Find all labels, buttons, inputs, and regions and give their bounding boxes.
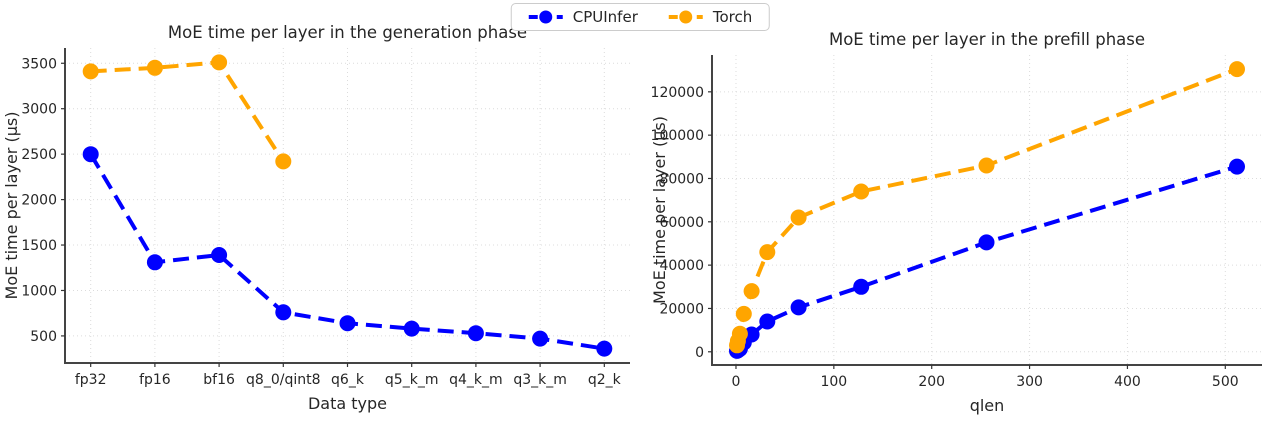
- y-tick-label: 60000: [659, 215, 704, 231]
- data-point-torch: [146, 59, 163, 76]
- data-point-torch: [978, 157, 995, 174]
- data-point-cpuinfer: [1229, 158, 1245, 175]
- y-tick-label: 2500: [21, 147, 57, 163]
- x-tick-label: q8_0/qint8: [246, 372, 320, 388]
- data-point-cpuinfer: [759, 313, 776, 330]
- y-tick-label: 100000: [651, 128, 704, 144]
- y-tick-label: 2000: [21, 193, 57, 209]
- data-point-cpuinfer: [211, 247, 228, 263]
- x-axis-label: qlen: [970, 396, 1005, 415]
- y-tick-label: 500: [30, 329, 57, 345]
- legend-label-torch: Torch: [712, 8, 753, 26]
- legend-item-torch: Torch: [668, 8, 752, 26]
- x-tick-label: 200: [918, 374, 945, 390]
- x-tick-label: 300: [1016, 374, 1043, 390]
- data-point-torch: [735, 305, 752, 322]
- chart-title: MoE time per layer in the prefill phase: [829, 30, 1145, 49]
- x-tick-label: q5_k_m: [385, 372, 439, 388]
- chart-title: MoE time per layer in the generation pha…: [168, 23, 527, 42]
- data-point-cpuinfer: [978, 234, 995, 251]
- data-point-cpuinfer: [790, 299, 807, 316]
- data-point-cpuinfer: [532, 330, 549, 347]
- data-point-cpuinfer: [82, 146, 99, 163]
- x-tick-label: q3_k_m: [513, 372, 567, 388]
- x-tick-label: fp16: [139, 372, 171, 388]
- x-tick-label: bf16: [203, 372, 235, 388]
- data-point-torch: [731, 325, 748, 342]
- data-point-torch: [743, 283, 760, 300]
- data-point-torch: [853, 183, 870, 200]
- prefill-phase-chart: 0 100 200 300 400 500 0 20000 40000 60000 80000 100…: [650, 30, 1262, 415]
- generation-phase-chart: fp32 fp16 bf16 q8_0/qint8 q6_k q5_k_m q4_k_m q3…: [2, 23, 630, 413]
- y-tick-label: 3500: [21, 56, 57, 72]
- x-tick-label: q4_k_m: [449, 372, 503, 388]
- data-point-torch: [82, 63, 99, 80]
- y-tick-label: 1500: [21, 238, 57, 254]
- x-tick-label: 500: [1212, 374, 1239, 390]
- x-tick-label: q2_k: [588, 372, 622, 388]
- data-point-cpuinfer: [275, 304, 292, 321]
- series-line-torch: [90, 60, 285, 163]
- y-tick-label: 40000: [659, 258, 704, 274]
- data-point-torch: [759, 244, 776, 261]
- data-point-cpuinfer: [853, 278, 870, 295]
- y-tick-label: 3000: [21, 102, 57, 118]
- data-point-torch: [1229, 61, 1245, 78]
- data-point-torch: [790, 209, 807, 226]
- y-axis-label: MoE time per layer (µs): [2, 112, 21, 300]
- legend-label-cpuinfer: CPUInfer: [572, 8, 638, 26]
- y-axis-label: MoE time per layer (µs): [650, 116, 669, 304]
- y-tick-label: 120000: [651, 85, 704, 101]
- torch-line-marker-icon: [668, 10, 703, 24]
- y-tick-label: 20000: [659, 301, 704, 317]
- x-axis-label: Data type: [308, 394, 387, 413]
- legend-item-cpuinfer: CPUInfer: [528, 8, 638, 26]
- y-tick-label: 1000: [21, 283, 57, 299]
- y-tick-label: 80000: [659, 171, 704, 187]
- data-point-cpuinfer: [339, 315, 356, 332]
- data-point-cpuinfer: [146, 254, 163, 271]
- x-tick-label: 100: [820, 374, 847, 390]
- x-tick-label: fp32: [75, 372, 107, 388]
- series-line-torch: [735, 67, 1238, 346]
- y-tick-label: 0: [695, 345, 704, 361]
- data-point-cpuinfer: [467, 325, 484, 342]
- series-line-cpuinfer: [735, 164, 1238, 353]
- data-point-torch: [211, 54, 228, 71]
- chart-legend: CPUInfer Torch: [510, 3, 770, 31]
- data-point-torch: [275, 153, 292, 170]
- x-tick-label: q6_k: [331, 372, 365, 388]
- data-point-cpuinfer: [403, 320, 420, 337]
- cpuinfer-line-marker-icon: [528, 10, 563, 24]
- data-point-cpuinfer: [596, 340, 613, 357]
- x-tick-label: 0: [732, 374, 741, 390]
- data-point-cpuinfer: [743, 326, 760, 343]
- x-tick-label: 400: [1114, 374, 1141, 390]
